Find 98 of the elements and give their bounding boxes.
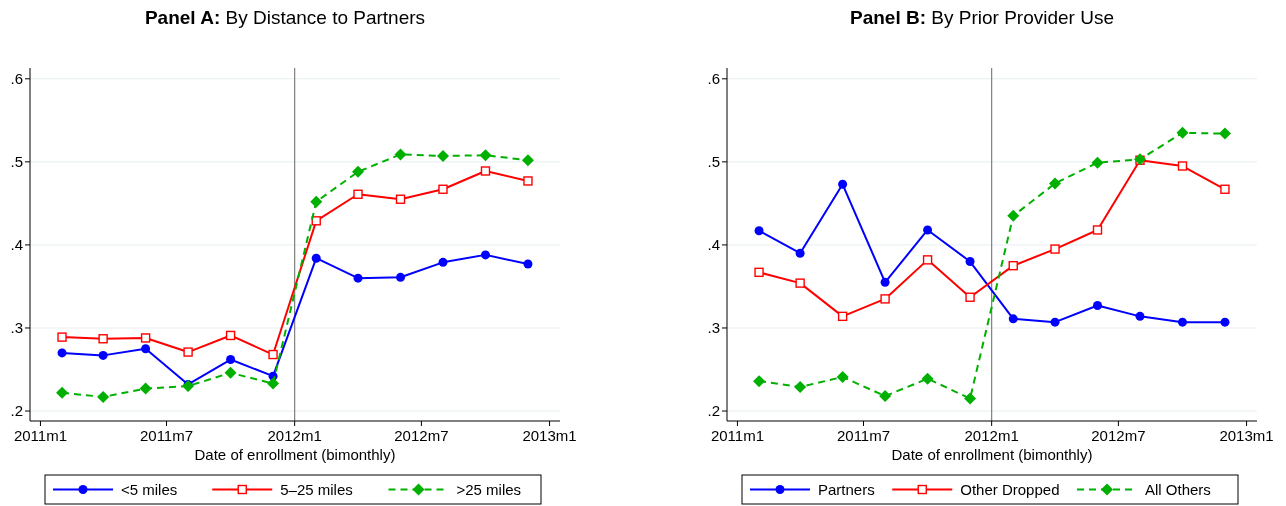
y-tick-label: .4 (10, 236, 23, 254)
x-axis-title: Date of enrollment (bimonthly) (891, 446, 1093, 463)
point (267, 377, 280, 390)
point (353, 273, 363, 283)
point (311, 253, 321, 263)
point (965, 257, 975, 267)
point (964, 392, 977, 405)
point (1220, 184, 1230, 194)
point (141, 344, 151, 354)
x-tick-label: 2011m1 (13, 427, 67, 444)
point (352, 165, 365, 178)
x-tick-label: 2012m1 (964, 427, 1019, 444)
point (1050, 317, 1060, 327)
x-tick-label: 2011m1 (710, 427, 764, 444)
point (57, 348, 67, 358)
x-tick-label: 2011m7 (139, 427, 194, 444)
point (879, 390, 892, 403)
point (1093, 301, 1103, 311)
x-tick-label: 2012m7 (1091, 427, 1146, 444)
point (921, 372, 934, 385)
point (479, 149, 492, 162)
legend-label: All Others (1145, 480, 1211, 498)
legend-label: <5 miles (121, 480, 178, 498)
point (57, 332, 67, 342)
point (754, 267, 764, 278)
point (225, 330, 236, 341)
point (480, 166, 491, 176)
point (226, 355, 236, 365)
point (98, 334, 108, 344)
point (923, 225, 933, 235)
point (438, 184, 448, 194)
point (523, 176, 533, 186)
x-tick-label: 2013m1 (1219, 427, 1274, 444)
chart-title: Panel A: By Distance to Partners (144, 7, 426, 28)
point (396, 272, 406, 282)
point (1091, 156, 1104, 169)
point (795, 248, 805, 258)
x-tick-label: 2011m7 (836, 427, 891, 444)
point (836, 370, 849, 383)
point (794, 380, 807, 393)
point (480, 250, 490, 260)
point (310, 195, 323, 208)
x-tick-label: 2012m1 (267, 427, 322, 444)
point (353, 189, 363, 199)
point (523, 259, 533, 269)
x-tick-label: 2012m7 (394, 427, 449, 444)
y-tick-label: .5 (10, 153, 23, 171)
point (1008, 314, 1018, 324)
point (1177, 317, 1187, 327)
point (753, 375, 766, 388)
point (394, 148, 407, 161)
legend-label: Partners (818, 480, 875, 498)
point (965, 292, 975, 302)
y-tick-label: .5 (707, 153, 720, 171)
point (224, 366, 237, 379)
point (754, 226, 764, 236)
point (311, 216, 321, 226)
y-tick-label: .2 (707, 402, 720, 420)
point (437, 150, 449, 163)
point (795, 278, 805, 288)
point (1092, 225, 1103, 235)
point (139, 382, 152, 395)
point (1135, 311, 1145, 321)
legend-label: Other Dropped (960, 480, 1060, 498)
x-tick-label: 2013m1 (522, 427, 577, 444)
point (98, 350, 108, 360)
y-tick-label: .4 (707, 236, 720, 254)
x-axis-title: Date of enrollment (bimonthly) (194, 446, 396, 463)
point (1008, 260, 1018, 271)
point (880, 294, 890, 304)
y-tick-label: .6 (10, 70, 23, 88)
legend-label: 5–25 miles (280, 480, 353, 498)
point (922, 255, 933, 265)
point (880, 277, 890, 287)
point (183, 347, 193, 357)
point (1050, 244, 1060, 254)
point (838, 179, 848, 189)
point (182, 380, 195, 393)
point (521, 154, 534, 167)
point (56, 386, 69, 399)
point (837, 311, 848, 322)
point (1220, 317, 1230, 327)
point (1177, 161, 1188, 171)
point (268, 349, 278, 360)
point (1218, 127, 1231, 140)
y-tick-label: .3 (10, 319, 23, 337)
point (1049, 177, 1062, 190)
chart-title: Panel B: By Prior Provider Use (850, 7, 1114, 28)
point (97, 390, 110, 403)
point (1176, 126, 1189, 139)
point (395, 194, 406, 204)
legend-label: >25 miles (456, 480, 522, 498)
point (1007, 209, 1020, 222)
point (438, 257, 448, 267)
y-tick-label: .2 (10, 402, 23, 420)
y-tick-label: .6 (707, 70, 720, 88)
point (140, 333, 151, 343)
y-tick-label: .3 (707, 319, 720, 337)
